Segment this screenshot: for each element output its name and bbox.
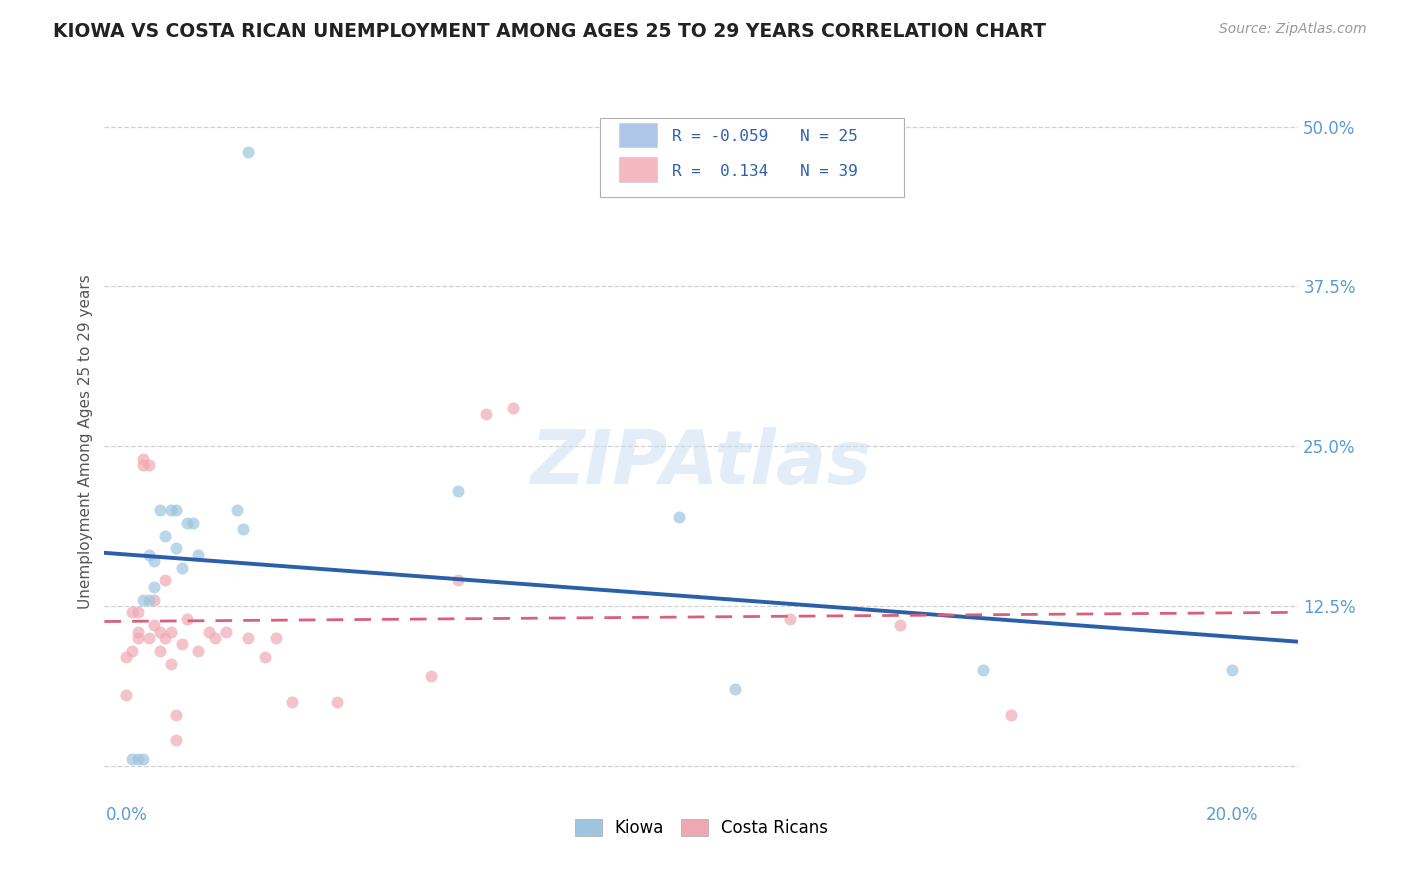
Point [149, 503, 172, 517]
Point [159, 657, 181, 671]
Point [198, 624, 221, 639]
Point [143, 580, 166, 594]
Point [132, 592, 155, 607]
Point [325, 695, 347, 709]
Text: Source: ZipAtlas.com: Source: ZipAtlas.com [1219, 22, 1367, 37]
Point [143, 618, 166, 632]
Point [153, 529, 176, 543]
Point [138, 592, 160, 607]
Point [121, 752, 143, 766]
Point [779, 612, 801, 626]
Point [170, 637, 193, 651]
Point [215, 624, 238, 639]
Point [159, 503, 181, 517]
Point [1000, 707, 1022, 722]
Point [115, 650, 138, 665]
Point [447, 483, 470, 498]
Point [165, 541, 187, 556]
Point [204, 631, 226, 645]
Point [132, 458, 155, 473]
Point [165, 707, 187, 722]
Point [176, 612, 198, 626]
Point [132, 452, 155, 467]
Legend: Kiowa, Costa Ricans: Kiowa, Costa Ricans [568, 812, 835, 844]
Point [153, 631, 176, 645]
Point [264, 631, 287, 645]
Point [165, 503, 187, 517]
Point [165, 733, 187, 747]
Text: KIOWA VS COSTA RICAN UNEMPLOYMENT AMONG AGES 25 TO 29 YEARS CORRELATION CHART: KIOWA VS COSTA RICAN UNEMPLOYMENT AMONG … [53, 22, 1046, 41]
Point [253, 650, 276, 665]
FancyBboxPatch shape [619, 123, 657, 147]
Point [138, 631, 160, 645]
Point [447, 574, 470, 588]
Point [668, 509, 690, 524]
Point [115, 689, 138, 703]
Point [723, 682, 745, 697]
Point [149, 644, 172, 658]
Text: N = 25: N = 25 [800, 129, 858, 145]
Point [889, 618, 911, 632]
Text: R =  0.134: R = 0.134 [672, 163, 768, 178]
Point [143, 592, 166, 607]
Point [127, 624, 149, 639]
Point [281, 695, 304, 709]
Point [187, 548, 209, 562]
Point [127, 631, 149, 645]
Y-axis label: Unemployment Among Ages 25 to 29 years: Unemployment Among Ages 25 to 29 years [79, 275, 93, 609]
Point [170, 560, 193, 574]
Point [419, 669, 441, 683]
Point [138, 548, 160, 562]
Point [236, 145, 259, 160]
Point [127, 606, 149, 620]
Point [475, 407, 498, 421]
Point [972, 663, 994, 677]
Point [121, 606, 143, 620]
Text: R = -0.059: R = -0.059 [672, 129, 768, 145]
Point [153, 574, 176, 588]
Point [502, 401, 524, 415]
Point [236, 631, 259, 645]
Point [127, 752, 149, 766]
Text: N = 39: N = 39 [800, 163, 858, 178]
Point [143, 554, 166, 568]
Point [187, 644, 209, 658]
Point [121, 644, 143, 658]
FancyBboxPatch shape [619, 158, 657, 182]
Text: ZIPAtlas: ZIPAtlas [531, 427, 872, 500]
Point [226, 503, 249, 517]
Point [1220, 663, 1243, 677]
Point [132, 752, 155, 766]
FancyBboxPatch shape [600, 118, 904, 197]
Point [232, 522, 254, 536]
Point [138, 458, 160, 473]
Point [181, 516, 204, 530]
Point [176, 516, 198, 530]
Point [159, 624, 181, 639]
Point [149, 624, 172, 639]
